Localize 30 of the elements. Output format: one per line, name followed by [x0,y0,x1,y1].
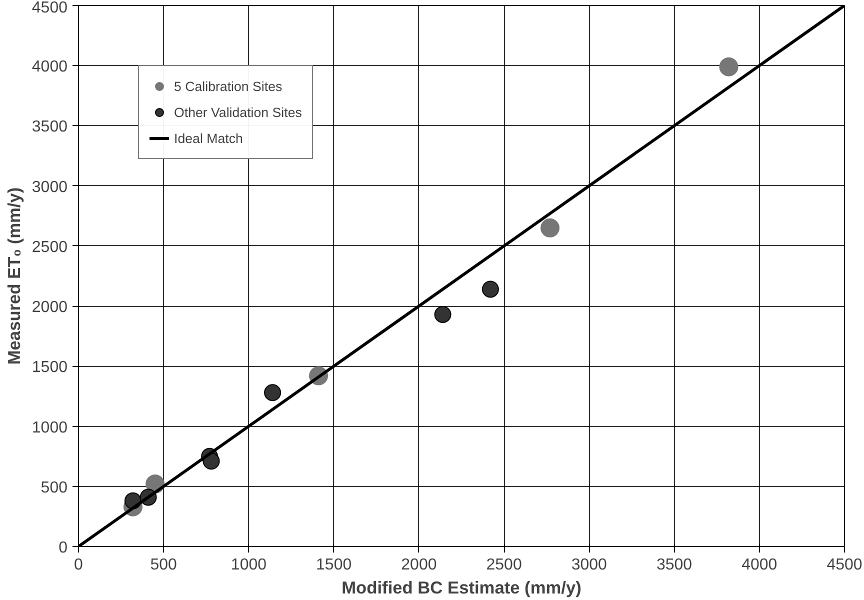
x-tick-label: 1000 [230,556,267,574]
x-tick-label: 0 [74,556,84,574]
y-tick-label: 4000 [32,58,68,76]
y-tick-label: 0 [58,540,68,556]
y-tick-label: 2000 [32,299,68,316]
point [264,384,282,402]
point [719,57,738,76]
point [434,306,452,323]
x-tick-label: 3000 [571,556,608,574]
y-tick-label: 3000 [32,178,68,196]
y-tick-label: 2500 [32,238,68,256]
y-tick-label: 3500 [32,118,68,136]
point [482,280,499,298]
x-tick-label: 1500 [316,556,352,574]
legend-label: Other Validation Sites [174,104,302,120]
y-tick-label: 1000 [32,419,68,436]
legend-label: Ideal Match [174,130,243,146]
x-axis-title: Modified BC Estimate (mm/y) [342,578,582,598]
x-tick-label: 2000 [401,556,437,574]
point [540,218,560,238]
x-tick-label: 500 [150,556,178,574]
x-tick-label: 2500 [486,556,522,574]
y-tick-label: 500 [40,479,68,496]
legend-label: 5 Calibration Sites [174,78,282,94]
y-axis-title: Measured ET₀ (mm/y) [4,187,24,365]
x-tick-label: 4000 [742,556,778,574]
y-tick-label: 4500 [32,0,68,16]
y-tick-label: 1500 [32,359,68,376]
x-tick-label: 3500 [656,556,692,574]
x-tick-label: 4500 [826,556,862,574]
